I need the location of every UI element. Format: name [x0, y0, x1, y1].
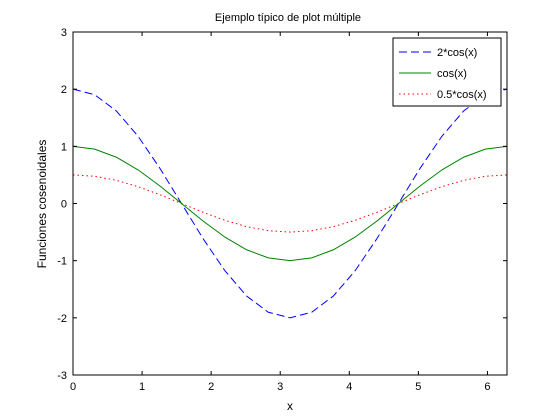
legend-label-1: 2*cos(x)	[437, 47, 477, 59]
y-tick-label: 1	[61, 141, 67, 153]
x-tick-label: 2	[208, 381, 214, 393]
y-tick-label: 0	[61, 199, 67, 211]
series-line-1	[72, 88, 508, 319]
x-tick-label: 0	[70, 381, 76, 393]
y-tick-label: -3	[57, 370, 67, 382]
x-tick-label: 6	[484, 381, 490, 393]
x-axis-label: x	[287, 399, 293, 413]
y-axis-label: Funciones cosenoidales	[35, 140, 49, 269]
series-layer	[72, 88, 508, 319]
y-tick-label: -1	[57, 256, 67, 268]
legend-label-3: 0.5*cos(x)	[437, 89, 487, 101]
y-tick-label: -2	[57, 313, 67, 325]
y-tick-label: 2	[61, 84, 67, 96]
x-tick-label: 1	[139, 381, 145, 393]
tick-layer: 0 1 2 3 4 5 6 -3 -2 -1 0 1 2 3	[57, 27, 507, 393]
series-line-2	[72, 145, 508, 262]
series-line-3	[72, 174, 508, 233]
legend-box	[392, 37, 502, 107]
chart-title: Ejemplo típico de plot múltiple	[215, 12, 361, 24]
y-tick-label: 3	[61, 27, 67, 39]
legend: 2*cos(x) cos(x) 0.5*cos(x)	[392, 37, 502, 107]
legend-label-2: cos(x)	[437, 68, 467, 80]
x-tick-label: 4	[346, 381, 352, 393]
x-tick-label: 5	[415, 381, 421, 393]
x-tick-label: 3	[277, 381, 283, 393]
